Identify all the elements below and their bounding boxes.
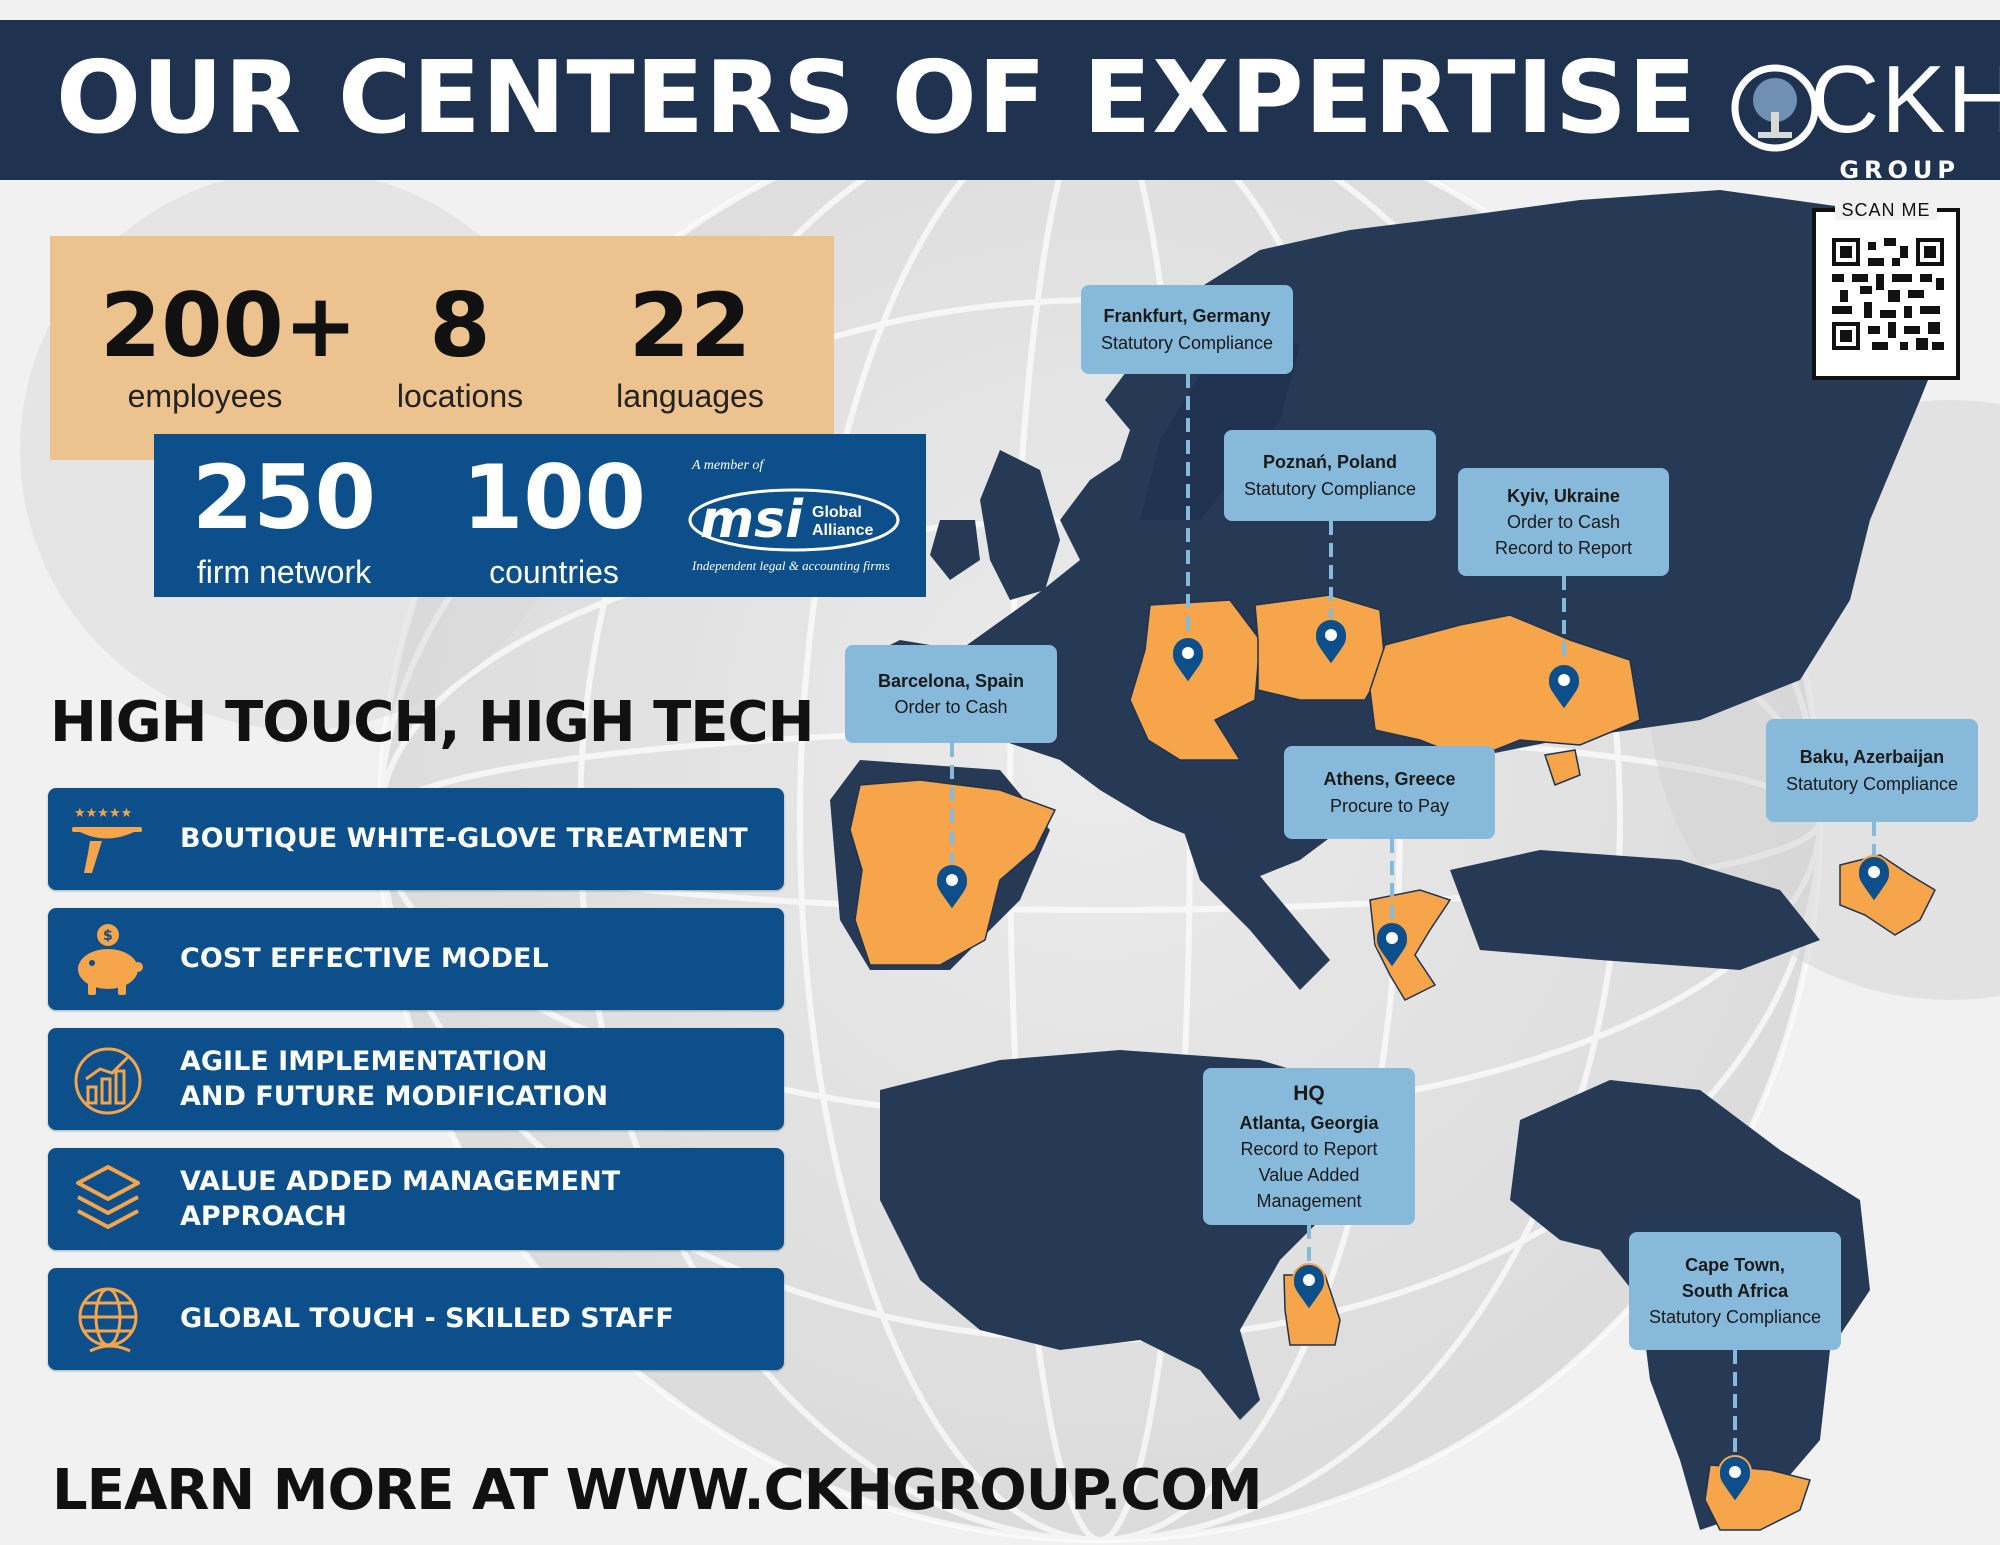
pin-poznan-icon bbox=[1313, 618, 1349, 667]
page-title: OUR CENTERS OF EXPERTISE bbox=[56, 39, 1698, 156]
callout-title: Frankfurt, Germany bbox=[1103, 306, 1271, 327]
feature-text: COST EFFECTIVE MODEL bbox=[180, 943, 549, 975]
pin-athens-icon bbox=[1374, 921, 1410, 970]
callout-line: Statutory Compliance bbox=[1243, 478, 1417, 499]
stat-number: 8 bbox=[429, 274, 491, 377]
feature-agile: AGILE IMPLEMENTATION AND FUTURE MODIFICA… bbox=[48, 1028, 784, 1130]
stat-countries: 100 countries bbox=[444, 446, 664, 590]
callout-title: Athens, Greece bbox=[1323, 769, 1456, 790]
callout-frankfurt: Frankfurt, Germany Statutory Compliance bbox=[1081, 285, 1293, 374]
feature-global-touch: GLOBAL TOUCH - SKILLED STAFF bbox=[48, 1268, 784, 1370]
svg-text:$: $ bbox=[103, 928, 113, 944]
pin-frankfurt-icon bbox=[1170, 636, 1206, 685]
callout-line: Statutory Compliance bbox=[1785, 773, 1959, 794]
stat-locations: 8 locations bbox=[380, 274, 540, 414]
callout-line: Management bbox=[1256, 1190, 1362, 1211]
stats-panel-top: 200+ employees 8 locations 22 languages bbox=[50, 236, 834, 460]
germany-shape bbox=[1129, 599, 1261, 761]
stat-label: employees bbox=[127, 378, 283, 414]
stat-number: 100 bbox=[462, 446, 646, 549]
stat-languages: 22 languages bbox=[590, 274, 790, 414]
piggy-bank-icon: $ bbox=[78, 924, 143, 995]
serving-tray-icon: ★★★★★ bbox=[72, 806, 142, 873]
callout-baku: Baku, Azerbaijan Statutory Compliance bbox=[1766, 719, 1978, 822]
feature-text: VALUE ADDED MANAGEMENT APPROACH bbox=[180, 1165, 621, 1232]
stat-number: 22 bbox=[628, 274, 752, 377]
stat-label: firm network bbox=[196, 554, 372, 590]
callout-hq-label: HQ bbox=[1293, 1082, 1325, 1106]
ckh-logo: CKH GROUP bbox=[1730, 52, 2000, 184]
callout-line: Value Added bbox=[1258, 1164, 1360, 1185]
callout-line: Statutory Compliance bbox=[1100, 332, 1274, 353]
stat-employees: 200+ employees bbox=[100, 274, 358, 414]
pin-kyiv-icon bbox=[1546, 663, 1582, 712]
callout-title: Cape Town, bbox=[1685, 1254, 1785, 1275]
qr-code[interactable]: SCAN ME bbox=[1812, 200, 1960, 380]
msi-swoosh-icon bbox=[688, 488, 900, 552]
layers-icon bbox=[76, 1165, 140, 1229]
callout-barcelona: Barcelona, Spain Order to Cash bbox=[845, 645, 1057, 743]
callout-line: Record to Report bbox=[1494, 538, 1633, 559]
callout-poznan: Poznań, Poland Statutory Compliance bbox=[1224, 430, 1436, 521]
callout-kyiv: Kyiv, Ukraine Order to Cash Record to Re… bbox=[1458, 468, 1669, 576]
stat-label: languages bbox=[616, 378, 764, 414]
callout-line: Statutory Compliance bbox=[1648, 1307, 1822, 1328]
callout-title: Atlanta, Georgia bbox=[1239, 1112, 1379, 1133]
qr-pattern-icon bbox=[1832, 238, 1944, 350]
pin-dots bbox=[946, 629, 1880, 1478]
callout-athens: Athens, Greece Procure to Pay bbox=[1284, 746, 1495, 839]
growth-chart-icon bbox=[74, 1047, 142, 1115]
pin-capetown-icon bbox=[1717, 1455, 1753, 1504]
callout-line: Order to Cash bbox=[894, 697, 1008, 717]
qr-label: SCAN ME bbox=[1835, 200, 1937, 220]
stat-number: 250 bbox=[192, 446, 376, 549]
callout-title: Poznań, Poland bbox=[1262, 452, 1397, 473]
feature-white-glove: ★★★★★ BOUTIQUE WHITE-GLOVE TREATMENT bbox=[48, 788, 784, 890]
callout-line: Procure to Pay bbox=[1329, 795, 1450, 816]
msi-wordmark: msi bbox=[700, 490, 803, 550]
callout-title: Baku, Azerbaijan bbox=[1799, 747, 1945, 768]
msi-tagline: Independent legal & accounting firms bbox=[692, 558, 890, 573]
msi-member-text: A member of bbox=[692, 458, 764, 473]
msi-global-alliance-logo: A member of msi Global Alliance Independ… bbox=[682, 452, 912, 578]
stats-panel-bottom: 250 firm network 100 countries A member … bbox=[154, 434, 926, 597]
feature-text: BOUTIQUE WHITE-GLOVE TREATMENT bbox=[180, 823, 748, 855]
callout-line: Record to Report bbox=[1240, 1138, 1378, 1159]
feature-text: AGILE IMPLEMENTATION AND FUTURE MODIFICA… bbox=[180, 1045, 609, 1112]
pin-atlanta-icon bbox=[1291, 1263, 1327, 1312]
feature-value-added: VALUE ADDED MANAGEMENT APPROACH bbox=[48, 1148, 784, 1250]
ukraine-shape bbox=[1369, 614, 1641, 761]
callout-line: Order to Cash bbox=[1506, 511, 1621, 532]
msi-global-text: Global bbox=[812, 504, 862, 521]
msi-alliance-text: Alliance bbox=[812, 521, 874, 539]
stat-firm-network: 250 firm network bbox=[174, 446, 394, 590]
feature-cost-effective: $ COST EFFECTIVE MODEL bbox=[48, 908, 784, 1010]
callout-atlanta-hq: HQ Atlanta, Georgia Record to Report Val… bbox=[1203, 1068, 1415, 1225]
callout-capetown: Cape Town, South Africa Statutory Compli… bbox=[1629, 1232, 1841, 1350]
tree-logo-icon bbox=[1731, 64, 1819, 152]
crimea-shape bbox=[1544, 749, 1581, 786]
callout-title: Kyiv, Ukraine bbox=[1507, 485, 1620, 506]
logo-subtext: GROUP bbox=[1839, 156, 1960, 184]
stat-label: locations bbox=[396, 378, 524, 414]
pin-baku-icon bbox=[1856, 855, 1892, 904]
footer-cta[interactable]: LEARN MORE AT WWW.CKHGROUP.COM bbox=[52, 1458, 1263, 1523]
svg-text:★★★★★: ★★★★★ bbox=[74, 806, 132, 821]
location-pins bbox=[934, 618, 1892, 1504]
feature-text: GLOBAL TOUCH - SKILLED STAFF bbox=[180, 1303, 674, 1335]
stat-number: 200+ bbox=[100, 274, 358, 377]
logo-text: CKH bbox=[1810, 46, 2000, 153]
header-bar: OUR CENTERS OF EXPERTISE CKH GROUP bbox=[0, 20, 2000, 184]
pin-barcelona-icon bbox=[934, 863, 970, 912]
section-heading: HIGH TOUCH, HIGH TECH bbox=[50, 690, 814, 755]
globe-icon bbox=[78, 1287, 138, 1353]
callout-title: Barcelona, Spain bbox=[877, 670, 1025, 691]
stat-label: countries bbox=[489, 554, 619, 590]
callout-title-2: South Africa bbox=[1681, 1280, 1789, 1301]
